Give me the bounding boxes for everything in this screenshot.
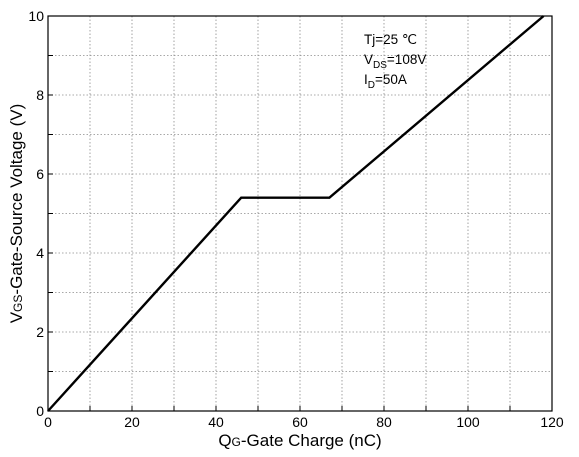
x-tick-label: 0 — [44, 414, 52, 430]
x-tick-label: 40 — [208, 414, 224, 430]
annotation-vds: VDS=108V — [364, 52, 426, 71]
x-tick-label: 100 — [456, 414, 480, 430]
y-tick-labels: 0 2 4 6 8 10 — [28, 8, 44, 419]
y-tick-label: 4 — [36, 245, 44, 261]
y-tick-label: 8 — [36, 87, 44, 103]
x-tick-label: 80 — [376, 414, 392, 430]
annotation-temperature: Tj=25 ℃ — [364, 32, 417, 47]
y-axis-title: VGS-Gate-Source Voltage (V) — [7, 104, 26, 324]
conditions-annotation: Tj=25 ℃ VDS=108V ID=50A — [364, 32, 426, 91]
x-tick-label: 60 — [292, 414, 308, 430]
y-tick-label: 6 — [36, 166, 44, 182]
y-tick-label: 10 — [28, 8, 44, 24]
x-axis-title: QG-Gate Charge (nC) — [218, 431, 381, 450]
grid — [48, 16, 552, 411]
x-tick-label: 120 — [540, 414, 564, 430]
annotation-id: ID=50A — [364, 72, 407, 91]
y-tick-label: 0 — [36, 403, 44, 419]
y-tick-label: 2 — [36, 324, 44, 340]
x-tick-label: 20 — [124, 414, 140, 430]
x-tick-labels: 0 20 40 60 80 100 120 — [44, 414, 564, 430]
